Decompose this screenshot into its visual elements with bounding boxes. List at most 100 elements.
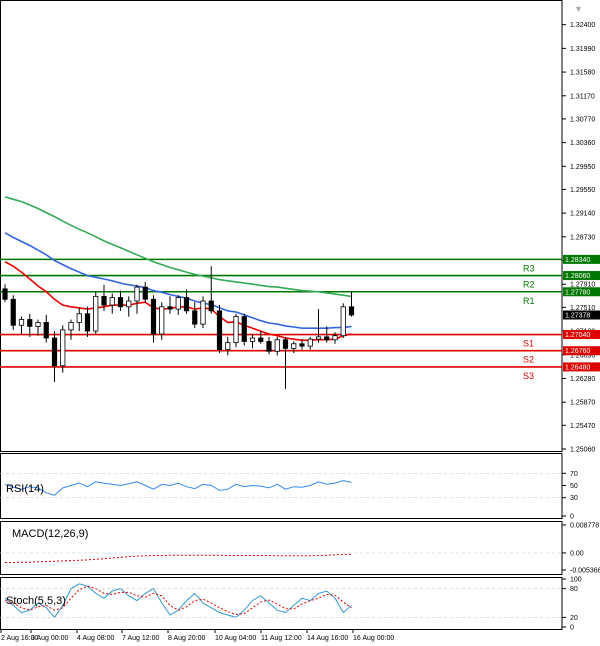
time-tick-label: 7 Aug 12:00 — [122, 635, 159, 642]
price-tick-label: 1.29550 — [570, 187, 595, 194]
price-tag-box — [563, 330, 600, 340]
candle — [282, 336, 289, 389]
candle-body-up — [225, 342, 231, 350]
candle — [249, 333, 256, 349]
candle — [126, 296, 132, 317]
candle — [167, 296, 173, 314]
candle — [200, 296, 206, 329]
candle — [274, 336, 280, 356]
candle-body-up — [68, 321, 74, 331]
candle — [142, 281, 148, 303]
candle — [27, 313, 33, 337]
price-tick-label: 1.31990 — [570, 46, 595, 53]
candle-body-down — [51, 337, 58, 367]
candle — [332, 332, 338, 344]
candle — [315, 309, 322, 343]
candle-body-down — [216, 310, 223, 350]
candle-body-up — [307, 338, 313, 347]
price-tag-box — [563, 362, 600, 372]
candle — [134, 284, 140, 314]
candle-body-up — [340, 306, 346, 337]
candle — [101, 284, 107, 311]
candle — [299, 339, 305, 350]
candle-body-down — [10, 298, 16, 326]
candle-body-up — [76, 313, 82, 323]
stoch-tick-label: 100 — [570, 577, 582, 584]
candle-body-up — [291, 343, 297, 349]
candle-body-down — [299, 343, 305, 347]
macd-tick-label: 0.008778 — [570, 523, 599, 530]
candle — [291, 341, 297, 354]
rsi-tick-label: 50 — [570, 483, 578, 490]
candle-body-up — [175, 297, 181, 310]
candle — [109, 293, 115, 314]
pivot-label-s1: S1 — [523, 339, 534, 349]
indicator-line-2 — [4, 196, 352, 298]
price-tick-label: 1.30770 — [570, 116, 595, 123]
candle-body-up — [233, 316, 239, 344]
candle — [225, 336, 231, 356]
candle-body-down — [117, 297, 124, 308]
rsi-tick-label: 70 — [570, 471, 578, 478]
rsi-title: RSI(14) — [6, 483, 44, 495]
candle — [159, 302, 165, 340]
candle-body-down — [208, 300, 214, 312]
candle-body-up — [60, 329, 66, 367]
candle — [233, 313, 239, 348]
candle-body-down — [348, 306, 355, 316]
candle-body-down — [101, 295, 107, 306]
candle-body-up — [126, 300, 132, 308]
price-tick-label: 1.30360 — [570, 140, 595, 147]
candle — [10, 295, 16, 330]
time-tick-label: 10 Aug 04:00 — [215, 635, 256, 642]
time-tick-label: 3 Aug 00:00 — [31, 635, 68, 642]
candle — [216, 305, 223, 354]
candle-body-up — [93, 295, 99, 332]
candle-body-up — [134, 286, 140, 302]
candle-body-down — [266, 341, 272, 352]
candle-body-down — [150, 298, 157, 335]
price-tag-label: 1.28340 — [565, 257, 590, 264]
panel-frame-rsi — [0, 453, 563, 519]
price-tag-label: 1.27040 — [565, 332, 590, 339]
candle — [241, 313, 247, 346]
candle — [43, 314, 49, 343]
stoch-title: Stoch(5,5,3) — [6, 595, 66, 607]
candle-body-up — [274, 339, 280, 352]
candle-body-up — [332, 335, 338, 341]
candle-body-down — [167, 306, 173, 310]
price-tick-label: 1.31170 — [570, 93, 595, 100]
stoch-tick-label: 80 — [570, 586, 578, 593]
price-tick-label: 1.27510 — [570, 305, 595, 312]
candle-body-down — [84, 313, 91, 332]
close-icon[interactable]: ▼ — [574, 4, 583, 14]
macd-tick-label: -0.005366 — [570, 568, 600, 575]
price-tick-label: 1.31580 — [570, 70, 595, 77]
candle — [60, 325, 66, 373]
candle — [348, 291, 355, 317]
price-tick-label: 1.25060 — [570, 447, 595, 454]
panel-frame-macd — [0, 521, 563, 575]
candle — [51, 331, 58, 382]
price-tick-label: 1.26280 — [570, 376, 595, 383]
price-tick-label: 1.26690 — [570, 352, 595, 359]
price-tick-label: 1.27910 — [570, 282, 595, 289]
candle-body-up — [200, 300, 206, 325]
price-tick-label: 1.25470 — [570, 423, 595, 430]
rsi-tick-label: 0 — [570, 514, 574, 521]
price-tag-label: 1.26760 — [565, 348, 590, 355]
candle — [258, 331, 264, 344]
panel-frame-stoch — [0, 577, 563, 630]
candle-body-down — [2, 288, 8, 300]
price-tick-label: 1.25870 — [570, 400, 595, 407]
rsi-tick-label: 30 — [570, 495, 578, 502]
candle — [192, 302, 198, 329]
candle-body-up — [315, 336, 322, 340]
stoch-tick-label: 20 — [570, 615, 578, 622]
price-tag-box — [563, 254, 600, 264]
candle-body-up — [109, 297, 115, 306]
price-tag-label: 1.27780 — [565, 289, 590, 296]
time-tick-label: 14 Aug 16:00 — [307, 635, 348, 642]
candle — [2, 284, 8, 303]
time-tick-label: 16 Aug 00:00 — [353, 635, 394, 642]
